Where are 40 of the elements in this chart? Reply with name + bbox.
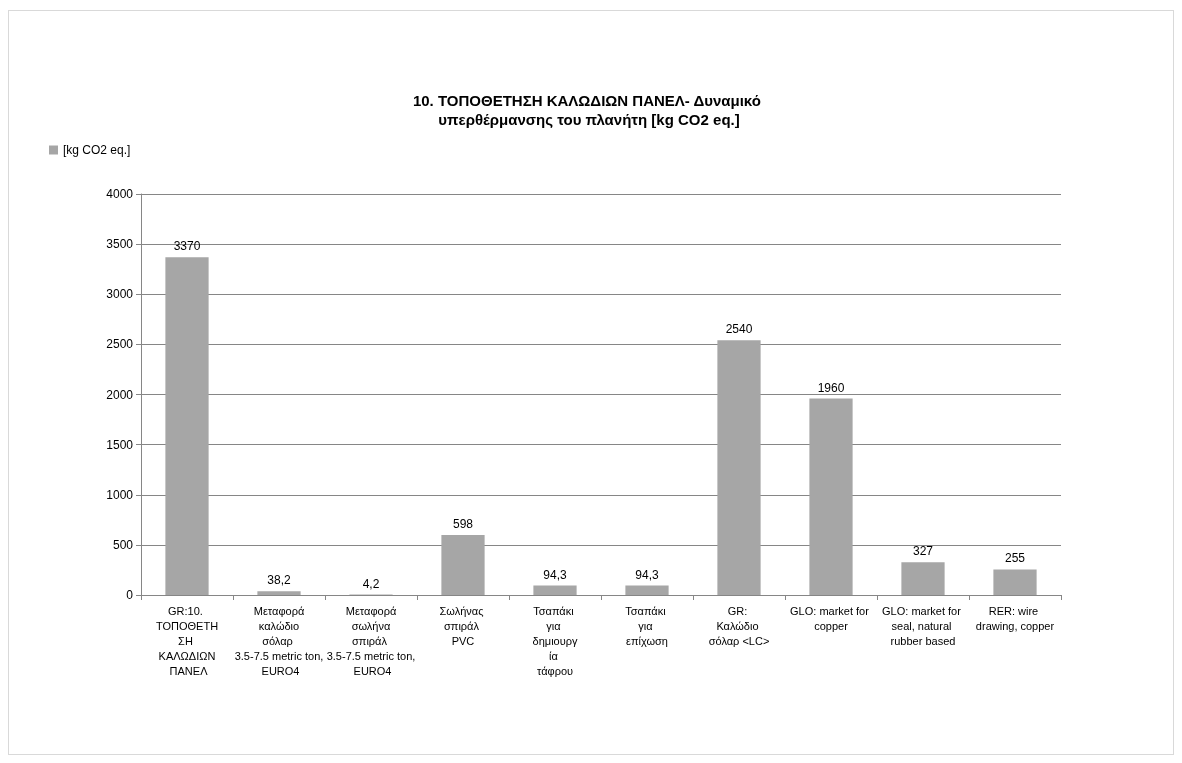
x-tick-label: Μεταφορά καλώδιο σόλαρ 3.5-7.5 metric ton, EURO4 bbox=[234, 604, 324, 677]
x-tick-label: GLO: market for seal, natural rubber based bbox=[882, 604, 964, 647]
y-tick-label: 3500 bbox=[106, 237, 134, 252]
data-label: 327 bbox=[912, 544, 934, 559]
x-tick-label: Μεταφορά σωλήνα σπιράλ 3.5-7.5 metric ton, EURO4 bbox=[326, 604, 416, 677]
chart-title: 10. ΤΟΠΟΘΕΤΗΣΗ ΚΑΛΩΔΙΩΝ ΠΑΝΕΛ- Δυναμικό υπερθέρμανσης του πλανήτη [kg CO2 eq.] bbox=[412, 92, 766, 128]
data-label: 1960 bbox=[817, 380, 845, 395]
data-label: 3370 bbox=[173, 239, 201, 254]
data-label: 94,3 bbox=[635, 567, 659, 582]
bar bbox=[625, 585, 669, 595]
x-tick-label: Τσαπάκι για επίχωση bbox=[625, 604, 669, 647]
data-label: 2540 bbox=[725, 322, 753, 337]
bar bbox=[257, 591, 301, 595]
x-tick-label: RER: wire drawing, copper bbox=[975, 604, 1055, 632]
y-tick-label: 500 bbox=[112, 537, 134, 552]
data-label: 94,3 bbox=[543, 567, 567, 582]
legend-label: [kg CO2 eq.] bbox=[63, 143, 131, 157]
y-tick-label: 1500 bbox=[106, 437, 134, 452]
y-tick-label: 1000 bbox=[106, 487, 134, 502]
bar bbox=[441, 535, 485, 595]
x-tick-label: GR: Καλώδιο σόλαρ <LC> bbox=[708, 604, 770, 647]
x-tick-label: Σωλήνας σπιράλ PVC bbox=[439, 604, 487, 647]
y-tick-label: 4000 bbox=[106, 187, 134, 201]
data-label: 255 bbox=[1004, 551, 1026, 566]
bar bbox=[809, 398, 853, 595]
data-label: 598 bbox=[452, 517, 474, 532]
bar bbox=[717, 340, 761, 595]
y-tick-label: 0 bbox=[126, 588, 134, 602]
bar bbox=[165, 257, 209, 595]
x-tick-label: Τσαπάκι για δημιουργία τάφρου bbox=[532, 604, 578, 677]
y-tick-label: 2000 bbox=[106, 387, 134, 402]
data-label: 4,2 bbox=[362, 576, 380, 591]
x-tick-label: GLO: market for copper bbox=[790, 604, 872, 632]
y-tick-label: 2500 bbox=[106, 337, 134, 352]
y-tick-label: 3000 bbox=[106, 287, 134, 302]
bar bbox=[533, 585, 577, 595]
data-label: 38,2 bbox=[267, 573, 291, 588]
bar bbox=[993, 569, 1037, 595]
bar bbox=[901, 562, 945, 595]
x-tick-label: GR:10. ΤΟΠΟΘΕΤΗΣΗ ΚΑΛΩΔΙΩΝ ΠΑΝΕΛ bbox=[155, 604, 219, 677]
